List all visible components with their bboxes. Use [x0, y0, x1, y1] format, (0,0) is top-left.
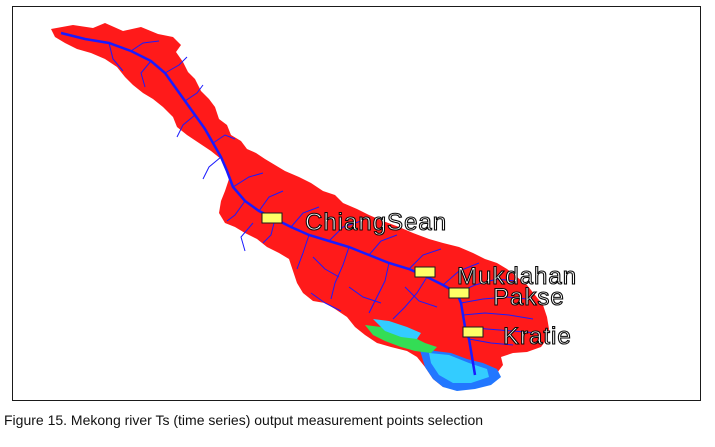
tonle-sap-lake: [373, 319, 421, 339]
delta-green-zone: [365, 325, 437, 353]
station-chiangsean[interactable]: ChiangSean: [261, 208, 447, 237]
mekong-basin-map: ChiangSean Mukdahan Pakse Kratie: [51, 23, 577, 391]
tributary-network: [108, 40, 538, 346]
station-label: ChiangSean: [305, 209, 447, 236]
station-marker-icon: [261, 212, 283, 224]
map-frame: ChiangSean Mukdahan Pakse Kratie: [12, 6, 701, 401]
station-label: Pakse: [493, 284, 565, 311]
mekong-basin-area: [51, 23, 549, 389]
station-marker-icon: [462, 326, 484, 338]
station-marker-icon: [414, 266, 436, 278]
station-kratie[interactable]: Kratie: [462, 322, 572, 351]
station-pakse[interactable]: Pakse: [448, 283, 565, 312]
station-mukdahan[interactable]: Mukdahan: [414, 262, 577, 291]
mekong-main-river: [60, 31, 477, 376]
station-label: Mukdahan: [457, 263, 577, 290]
figure-caption: Figure 15. Mekong river Ts (time series)…: [4, 412, 484, 428]
station-marker-icon: [448, 287, 470, 299]
delta-shallow-zone: [429, 353, 489, 383]
station-label: Kratie: [503, 323, 572, 350]
